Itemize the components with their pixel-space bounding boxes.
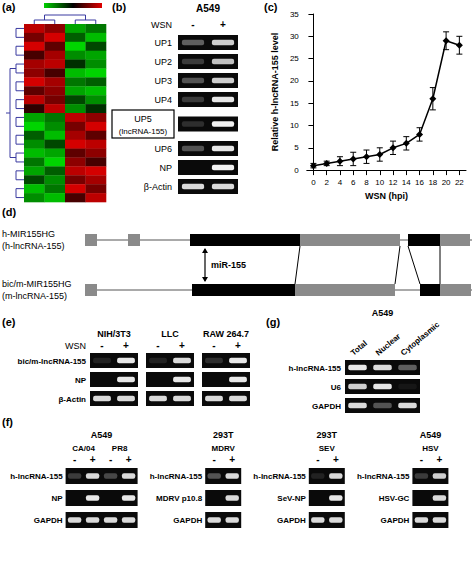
svg-text:NP: NP	[51, 494, 63, 503]
svg-text:22: 22	[455, 178, 464, 187]
svg-text:10: 10	[375, 178, 384, 187]
svg-text:bic/m-MIR155HG: bic/m-MIR155HG	[2, 279, 72, 289]
svg-text:h-MIR155HG: h-MIR155HG	[2, 229, 55, 239]
svg-text:GAPDH: GAPDH	[277, 516, 306, 525]
svg-text:A549: A549	[196, 3, 220, 14]
svg-text:25: 25	[290, 54, 299, 63]
svg-text:-: -	[316, 454, 319, 465]
svg-text:GAPDH: GAPDH	[34, 516, 63, 525]
svg-text:SeV-NP: SeV-NP	[277, 494, 306, 503]
svg-text:h-lncRNA-155: h-lncRNA-155	[10, 472, 63, 481]
svg-text:+: +	[333, 454, 339, 465]
svg-text:+: +	[90, 454, 96, 465]
svg-text:UP5: UP5	[134, 114, 152, 124]
svg-text:-: -	[156, 340, 159, 351]
svg-text:0: 0	[311, 178, 316, 187]
svg-text:(b): (b)	[112, 1, 126, 13]
svg-text:-: -	[100, 340, 103, 351]
svg-text:+: +	[235, 340, 241, 351]
svg-text:16: 16	[415, 178, 424, 187]
svg-text:(lncRNA-155): (lncRNA-155)	[119, 127, 168, 136]
svg-text:8: 8	[364, 178, 369, 187]
svg-text:A549: A549	[91, 430, 113, 440]
svg-text:bic/m-lncRNA-155: bic/m-lncRNA-155	[18, 357, 87, 366]
svg-text:miR-155: miR-155	[211, 260, 246, 270]
svg-text:+: +	[123, 340, 129, 351]
svg-text:20: 20	[290, 76, 299, 85]
svg-text:WSN (hpi): WSN (hpi)	[365, 191, 408, 201]
svg-text:HSV-GC: HSV-GC	[379, 494, 410, 503]
svg-text:UP4: UP4	[154, 95, 172, 105]
svg-text:293T: 293T	[317, 430, 338, 440]
svg-text:A549: A549	[420, 430, 442, 440]
svg-text:A549: A549	[372, 308, 394, 318]
svg-text:LLC: LLC	[161, 329, 179, 339]
svg-text:Relative h-lncRNA-155 level: Relative h-lncRNA-155 level	[270, 33, 280, 152]
svg-text:MDRV: MDRV	[211, 444, 235, 453]
svg-text:(g): (g)	[266, 316, 280, 328]
svg-text:h-lncRNA-155: h-lncRNA-155	[253, 472, 306, 481]
svg-text:2: 2	[324, 178, 329, 187]
svg-text:-: -	[109, 454, 112, 465]
svg-text:β-Actin: β-Actin	[58, 395, 86, 404]
svg-text:(h-lncRNA-155): (h-lncRNA-155)	[2, 241, 65, 251]
svg-text:SEV: SEV	[319, 444, 336, 453]
svg-text:14: 14	[402, 178, 411, 187]
svg-text:(a): (a)	[2, 1, 16, 13]
svg-text:Total: Total	[349, 339, 369, 358]
svg-text:18: 18	[428, 178, 437, 187]
svg-text:UP1: UP1	[154, 38, 172, 48]
svg-text:NP: NP	[75, 376, 87, 385]
svg-text:CA/04: CA/04	[72, 444, 95, 453]
svg-text:0: 0	[294, 166, 299, 175]
svg-text:RAW 264.7: RAW 264.7	[203, 329, 249, 339]
svg-text:35: 35	[290, 10, 299, 19]
svg-text:10: 10	[290, 121, 299, 130]
svg-text:15: 15	[290, 99, 299, 108]
svg-text:Cytoplasmic: Cytoplasmic	[399, 320, 442, 358]
svg-text:-: -	[212, 340, 215, 351]
svg-text:NIH/3T3: NIH/3T3	[97, 329, 131, 339]
svg-text:20: 20	[442, 178, 451, 187]
svg-text:MDRV p10.8: MDRV p10.8	[156, 494, 203, 503]
svg-text:+: +	[436, 454, 442, 465]
svg-text:GAPDH: GAPDH	[173, 516, 202, 525]
svg-text:Nuclear: Nuclear	[374, 332, 402, 358]
svg-text:-: -	[191, 19, 194, 30]
svg-text:-: -	[420, 454, 423, 465]
svg-text:(c): (c)	[264, 1, 278, 13]
svg-text:6: 6	[351, 178, 356, 187]
svg-text:(e): (e)	[2, 316, 16, 328]
svg-text:β-Actin: β-Actin	[144, 182, 172, 192]
svg-text:5: 5	[294, 143, 299, 152]
svg-text:PR8: PR8	[112, 444, 128, 453]
svg-text:h-lncRNA-155: h-lncRNA-155	[150, 472, 203, 481]
svg-text:(d): (d)	[2, 206, 16, 218]
svg-text:+: +	[126, 454, 132, 465]
svg-text:GAPDH: GAPDH	[381, 516, 410, 525]
svg-text:+: +	[229, 454, 235, 465]
svg-text:HSV: HSV	[422, 444, 439, 453]
svg-text:+: +	[220, 19, 226, 30]
svg-text:-: -	[73, 454, 76, 465]
svg-text:WSN: WSN	[65, 341, 86, 351]
svg-text:(m-lncRNA-155): (m-lncRNA-155)	[2, 291, 67, 301]
svg-text:-: -	[213, 454, 216, 465]
svg-text:h-lncRNA-155: h-lncRNA-155	[289, 364, 342, 373]
svg-text:UP6: UP6	[154, 144, 172, 154]
svg-text:WSN: WSN	[151, 20, 172, 30]
svg-text:4: 4	[338, 178, 343, 187]
svg-text:U6: U6	[331, 383, 342, 392]
svg-text:GAPDH: GAPDH	[312, 402, 341, 411]
svg-text:(f): (f)	[2, 416, 13, 428]
svg-text:h-lncRNA-155: h-lncRNA-155	[357, 472, 410, 481]
svg-text:293T: 293T	[213, 430, 234, 440]
svg-text:NP: NP	[159, 163, 172, 173]
svg-text:UP2: UP2	[154, 57, 172, 67]
svg-text:+: +	[179, 340, 185, 351]
svg-text:12: 12	[389, 178, 398, 187]
svg-text:30: 30	[290, 32, 299, 41]
svg-text:UP3: UP3	[154, 76, 172, 86]
